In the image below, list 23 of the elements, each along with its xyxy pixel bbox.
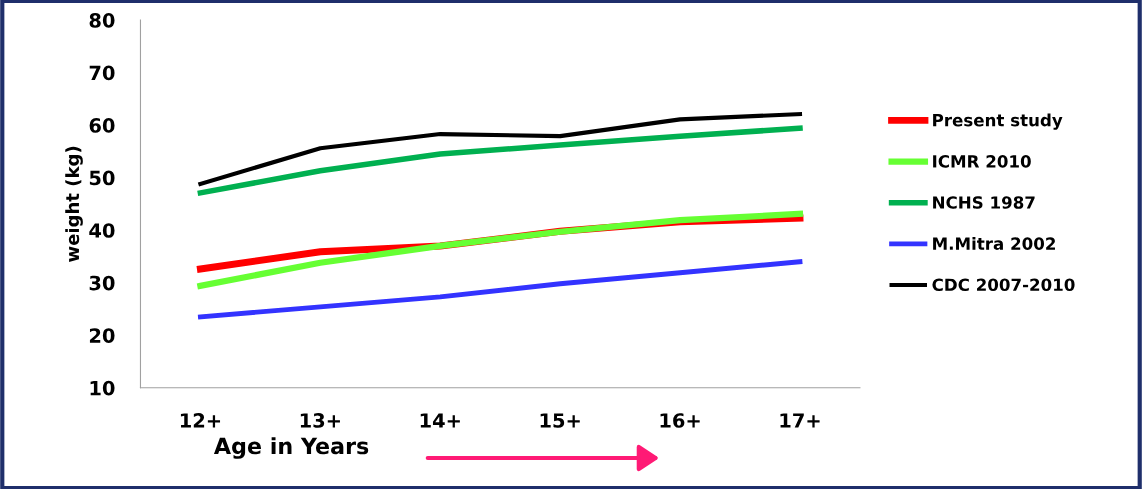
x-tick-label: 12+ <box>180 413 221 428</box>
x-tick-label: 17+ <box>780 413 820 428</box>
legend-label: CDC 2007-2010 <box>932 278 1075 292</box>
x-tick-label: 15+ <box>540 413 580 428</box>
x-tick-label: 13+ <box>300 413 340 428</box>
y-tick-label: 60 <box>89 118 115 133</box>
line-series <box>197 259 803 320</box>
y-tick-label: 20 <box>89 328 115 343</box>
legend-label: Present study <box>933 113 1063 130</box>
x-tick-label: 14+ <box>420 413 460 428</box>
y-tick-label: 10 <box>90 380 115 396</box>
legend-label: M.Mitra 2002 <box>933 237 1055 250</box>
x-tick-label: 16+ <box>660 413 700 428</box>
y-tick-label: 70 <box>89 65 115 81</box>
y-tick-label: 40 <box>89 223 115 238</box>
y-axis-title: weight (kg) <box>65 146 83 262</box>
x-axis-title: Age in Years <box>213 437 369 459</box>
legend-label: NCHS 1987 <box>933 196 1035 209</box>
line-series <box>198 111 803 187</box>
y-tick-label: 30 <box>89 275 115 291</box>
legend-label: ICMR 2010 <box>933 155 1031 168</box>
y-tick-label: 80 <box>89 13 115 28</box>
y-tick-label: 50 <box>89 170 115 186</box>
